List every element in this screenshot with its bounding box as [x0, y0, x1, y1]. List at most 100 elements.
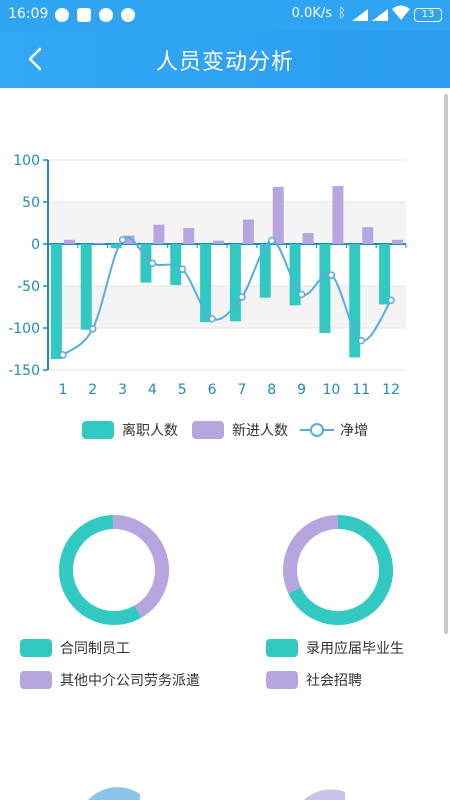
bar-leave	[229, 244, 241, 322]
donut-slice	[283, 515, 339, 594]
battery-icon: 13	[414, 8, 442, 22]
bar-leave	[80, 244, 92, 330]
x-tick-label: 10	[323, 382, 341, 398]
donut-slice	[288, 515, 393, 625]
legend-swatch-agency	[20, 671, 52, 689]
notification-icon	[99, 8, 113, 22]
legend-item-contract: 合同制员工	[20, 638, 130, 658]
bar-leave	[379, 244, 391, 305]
x-tick-label: 12	[382, 382, 400, 398]
legend-item-graduate: 录用应届毕业生	[266, 638, 404, 658]
x-tick-label: 9	[297, 382, 306, 398]
chevron-left-icon[interactable]	[20, 44, 50, 74]
y-tick-label: 0	[31, 237, 40, 253]
bar-hire	[392, 239, 404, 244]
x-tick-label: 1	[58, 382, 67, 398]
x-tick-label: 11	[352, 382, 370, 398]
bar-hire	[242, 219, 254, 244]
legend-label-agency: 其他中介公司劳务派遣	[60, 673, 200, 689]
x-tick-label: 2	[88, 382, 97, 398]
net-point	[118, 236, 127, 244]
bar-leave	[200, 244, 212, 323]
donut-chart-employment-type	[59, 515, 169, 625]
y-tick-label: -50	[17, 279, 40, 295]
bar-hire	[332, 186, 344, 244]
bar-hire	[63, 239, 75, 244]
next-charts-peek	[88, 787, 345, 800]
donut-slice	[112, 515, 169, 618]
grid-band	[48, 160, 406, 202]
bar-hire	[213, 240, 225, 244]
bar-leave	[259, 244, 271, 298]
y-tick-label: -150	[8, 363, 40, 379]
bar-leave	[319, 244, 331, 334]
x-tick-label: 5	[178, 382, 187, 398]
content: 100 50 0 -50 -100 -150 1 2 3 4 5 6 7 8 9 10 11 12 离职人数 新进…	[0, 88, 450, 800]
grid-band	[48, 328, 406, 370]
net-point	[89, 325, 97, 333]
page-title: 人员变动分析	[155, 50, 294, 75]
legend-label-net: 净增	[340, 423, 368, 439]
legend-swatch-net	[300, 423, 334, 437]
legend-label-social: 社会招聘	[306, 673, 362, 689]
net-point	[327, 271, 336, 279]
notification-icon	[55, 8, 69, 22]
legend-swatch-hire	[192, 421, 224, 439]
bar-chart-legend: 离职人数 新进人数 净增	[82, 420, 368, 440]
bar-hire	[93, 243, 105, 244]
legend-item-agency: 其他中介公司劳务派遣	[20, 670, 200, 690]
bar-hire	[302, 233, 314, 244]
legend-label-contract: 合同制员工	[60, 641, 130, 657]
net-point	[59, 351, 67, 359]
net-point	[268, 236, 276, 245]
net-line	[62, 236, 392, 356]
bar-hire	[362, 227, 374, 244]
y-tick-label: -100	[8, 321, 40, 337]
legend-swatch-leave	[82, 421, 114, 439]
legend-swatch-graduate	[266, 639, 298, 657]
bar-hire	[123, 235, 135, 244]
signal-icon	[372, 9, 388, 21]
legend-label-leave: 离职人数	[122, 423, 178, 439]
net-point	[178, 265, 186, 273]
bluetooth-icon: ᛒ	[338, 6, 346, 21]
net-point	[208, 315, 216, 323]
scrollbar[interactable]	[444, 94, 448, 634]
legend-label-graduate: 录用应届毕业生	[306, 641, 404, 657]
network-speed: 0.0K/s	[291, 6, 332, 21]
x-tick-label: 3	[118, 382, 127, 398]
bar-hire	[153, 224, 165, 244]
bar-hire	[183, 228, 195, 244]
status-time: 16:09	[8, 6, 49, 22]
legend-swatch-contract	[20, 639, 52, 657]
y-tick-label: 100	[13, 153, 40, 169]
donut-slice	[59, 515, 142, 625]
bar-leave	[140, 244, 152, 283]
bar-leave	[50, 244, 62, 360]
bar-leave	[349, 244, 361, 358]
donut-chart-recruit-source	[283, 515, 393, 625]
bar-leave	[289, 244, 301, 306]
app-header: 人员变动分析	[0, 30, 450, 88]
battery-level: 13	[421, 9, 435, 20]
status-bar: 16:09 0.0K/s ᛒ 13	[0, 0, 450, 30]
x-tick-label: 8	[267, 382, 276, 398]
notification-icon	[121, 8, 135, 22]
signal-icon	[352, 9, 368, 21]
x-tick-label: 7	[237, 382, 246, 398]
grid-band	[48, 202, 406, 244]
net-point	[148, 259, 157, 268]
bar-hire	[272, 186, 284, 244]
net-point	[238, 293, 246, 301]
net-point	[387, 296, 395, 305]
y-tick-label: 50	[22, 195, 40, 211]
x-tick-label: 6	[208, 382, 217, 398]
legend-item-social: 社会招聘	[266, 670, 362, 690]
net-point	[297, 290, 306, 299]
x-tick-label: 4	[148, 382, 157, 398]
wifi-icon	[392, 5, 410, 20]
legend-label-hire: 新进人数	[232, 423, 288, 439]
legend-swatch-social	[266, 671, 298, 689]
net-point	[357, 336, 365, 345]
